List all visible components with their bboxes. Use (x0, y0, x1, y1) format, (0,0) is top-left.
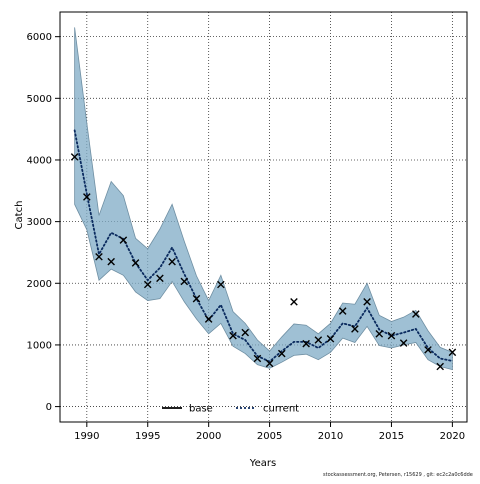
base-point-2013 (363, 297, 371, 306)
y-tick-label-5000: 5000 (27, 94, 52, 105)
base-point-1992 (107, 257, 115, 266)
footnote: stockassessment.org, Petersen, r15629 , … (323, 472, 473, 478)
y-tick-label-3000: 3000 (27, 217, 52, 228)
y-tick-label-0: 0 (46, 402, 52, 413)
base-point-1999 (192, 294, 201, 303)
base-point-2011 (338, 307, 347, 315)
confidence-band (74, 27, 453, 371)
base-point-2020 (448, 348, 457, 357)
base-point-2010 (326, 334, 335, 343)
base-point-2004 (253, 354, 262, 363)
x-tick-label-2020: 2020 (440, 431, 465, 442)
legend: base current (162, 404, 299, 415)
base-point-2018 (424, 346, 432, 354)
base-point-2006 (277, 349, 286, 358)
y-tick-label-4000: 4000 (27, 155, 52, 166)
base-point-1998 (180, 277, 189, 286)
y-tick-label-1000: 1000 (27, 340, 52, 351)
y-axis-label: Catch (14, 201, 25, 230)
base-point-1994 (131, 259, 140, 267)
base-point-2012 (351, 325, 359, 333)
base-point-1990 (83, 193, 91, 201)
x-tick-label-2015: 2015 (379, 431, 404, 442)
base-point-2014 (375, 330, 384, 338)
plot-frame (59, 11, 468, 423)
base-point-2003 (241, 328, 250, 337)
base-series (70, 153, 457, 371)
base-point-1993 (119, 236, 128, 244)
y-tick-label-2000: 2000 (27, 279, 52, 290)
grid (60, 12, 467, 422)
base-point-2000 (204, 315, 213, 323)
x-tick-label-2005: 2005 (257, 431, 282, 442)
base-point-2005 (265, 359, 274, 368)
x-tick-label-1990: 1990 (74, 431, 99, 442)
base-point-1989 (70, 153, 79, 161)
legend-label-current: current (263, 404, 299, 415)
x-tick-label-2000: 2000 (196, 431, 221, 442)
base-point-1997 (168, 257, 176, 266)
base-point-2001 (217, 280, 225, 289)
base-point-2008 (302, 339, 310, 348)
base-point-2017 (412, 310, 420, 318)
y-tick-label-6000: 6000 (27, 32, 52, 43)
base-point-2016 (399, 339, 408, 347)
base-point-1991 (95, 252, 103, 261)
legend-label-base: base (189, 404, 213, 415)
x-tick-label-1995: 1995 (135, 431, 160, 442)
base-point-2019 (436, 362, 444, 371)
axes: 1990 1995 2000 2005 2010 2015 2020 0 1000 2000 300… (27, 11, 468, 442)
x-tick-label-2010: 2010 (318, 431, 343, 442)
x-axis-label: Years (249, 458, 276, 469)
base-point-2015 (387, 331, 396, 340)
base-point-2009 (314, 336, 323, 344)
base-point-1995 (143, 280, 152, 289)
base-point-2002 (229, 331, 237, 340)
base-point-2007 (290, 297, 298, 306)
confidence-band-area (74, 27, 453, 371)
base-point-1996 (156, 274, 164, 283)
